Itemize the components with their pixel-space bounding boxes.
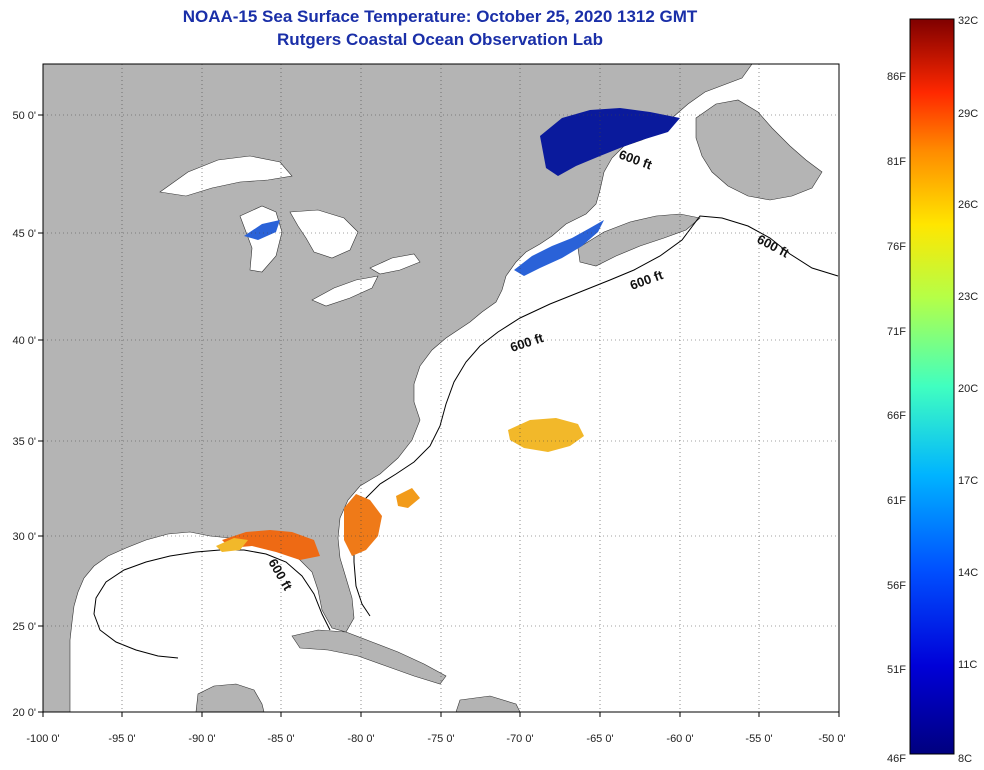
lon-label: -100 0' <box>26 733 59 745</box>
map-subtitle: Rutgers Coastal Ocean Observation Lab <box>277 30 603 49</box>
land-newfoundland <box>695 99 823 201</box>
sst-warm-offshore-patch <box>508 418 584 452</box>
land-nova-scotia <box>577 213 701 267</box>
lon-label: -95 0' <box>108 733 135 745</box>
sst-cold-maine <box>514 220 604 276</box>
colorbar-label-c: 20C <box>958 383 978 395</box>
lat-label: 40 0' <box>12 335 36 347</box>
land-cuba <box>291 629 447 685</box>
colorbar <box>909 18 955 755</box>
colorbar-label-c: 29C <box>958 108 978 120</box>
map-title: NOAA-15 Sea Surface Temperature: October… <box>182 7 698 26</box>
colorbar-label-c: 8C <box>958 753 972 765</box>
colorbar-label-c: 32C <box>958 15 978 27</box>
lat-label: 50 0' <box>12 110 36 122</box>
colorbar-celsius-labels: 32C 29C 26C 23C 20C 17C 14C 11C 8C <box>958 15 978 765</box>
colorbar-label-f: 46F <box>887 753 906 765</box>
colorbar-label-c: 23C <box>958 291 978 303</box>
lat-label: 35 0' <box>12 436 36 448</box>
colorbar-label-c: 11C <box>958 659 977 671</box>
lat-label: 20 0' <box>12 707 36 719</box>
colorbar-label-c: 14C <box>958 567 978 579</box>
sst-warm-gulf-edge <box>216 538 248 552</box>
lon-label: -70 0' <box>506 733 533 745</box>
lake-erie <box>311 275 379 307</box>
lat-label: 45 0' <box>12 228 36 240</box>
lon-label: -55 0' <box>745 733 772 745</box>
lon-label: -85 0' <box>267 733 294 745</box>
lon-label: -75 0' <box>427 733 454 745</box>
colorbar-label-f: 86F <box>887 71 906 83</box>
lake-ontario <box>369 253 421 275</box>
lon-label: -65 0' <box>586 733 613 745</box>
land-hispaniola <box>455 695 521 712</box>
colorbar-label-f: 66F <box>887 410 906 422</box>
colorbar-label-f: 51F <box>887 664 906 676</box>
colorbar-label-f: 56F <box>887 580 906 592</box>
lat-label: 25 0' <box>12 621 36 633</box>
sst-warm-scatter-east <box>396 488 420 508</box>
colorbar-label-f: 71F <box>887 326 906 338</box>
graticule <box>43 64 839 712</box>
sst-warm-southeast-shelf <box>344 494 382 556</box>
lake-huron <box>289 209 359 259</box>
contour-600ft-gulf <box>93 549 331 659</box>
colorbar-label-f: 81F <box>887 156 906 168</box>
lake-superior <box>159 155 293 197</box>
colorbar-fahrenheit-labels: 86F 81F 76F 71F 66F 61F 56F 51F 46F <box>887 71 906 765</box>
lon-label: -60 0' <box>666 733 693 745</box>
lon-label: -50 0' <box>818 733 845 745</box>
colorbar-label-f: 76F <box>887 241 906 253</box>
sst-cold-great-lakes <box>244 220 280 240</box>
axis-ticks <box>38 114 840 717</box>
lat-label: 30 0' <box>12 531 36 543</box>
colorbar-label-c: 17C <box>958 475 978 487</box>
colorbar-label-c: 26C <box>958 199 978 211</box>
colorbar-label-f: 61F <box>887 495 906 507</box>
sst-warm-gulf-coast <box>222 530 320 560</box>
land-north-america <box>43 64 753 712</box>
latitude-labels: 50 0' 45 0' 40 0' 35 0' 30 0' 25 0' 20 0… <box>12 110 36 719</box>
lon-label: -90 0' <box>188 733 215 745</box>
longitude-labels: -100 0' -95 0' -90 0' -85 0' -80 0' -75 … <box>26 733 845 745</box>
land-yucatan <box>195 683 265 712</box>
sst-cold-gulf-st-lawrence <box>540 108 680 176</box>
lon-label: -80 0' <box>347 733 374 745</box>
